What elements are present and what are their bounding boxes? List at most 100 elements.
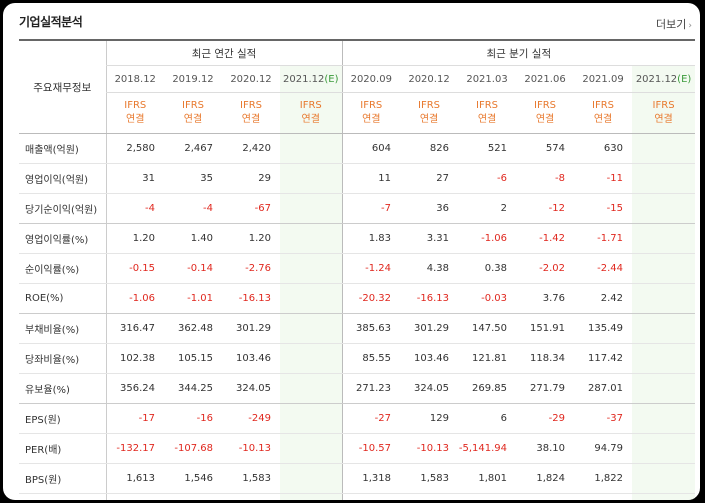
basis-header: IFRS 연결 xyxy=(400,92,459,134)
table-cell xyxy=(280,163,343,194)
basis-ifrs: IFRS xyxy=(476,100,499,111)
table-cell: -67 xyxy=(222,193,280,224)
table-cell xyxy=(280,373,343,404)
table-cell xyxy=(632,223,696,254)
basis-header: IFRS 연결 xyxy=(341,92,401,134)
basis-ifrs: IFRS xyxy=(418,100,441,111)
table-cell xyxy=(632,463,696,494)
table-cell: 135.49 xyxy=(574,313,633,344)
basis-header: IFRS 연결 xyxy=(222,92,280,134)
table-row: 영업이익(억원) 31 35 29 11 27 -6 -8 -11 xyxy=(19,163,696,194)
table-cell xyxy=(280,493,343,500)
table-row: ROE(%) -1.06 -1.01 -16.13 -20.32 -16.13 -0.03 3… xyxy=(19,283,696,314)
basis-header: IFRS 연결 xyxy=(458,92,517,134)
table-cell: -107.68 xyxy=(164,433,222,464)
table-cell: 1,583 xyxy=(400,463,459,494)
period-row: 2018.12 2019.12 2020.12 2021.12(E) 2020.09 20… xyxy=(19,65,696,93)
table-cell: 385.63 xyxy=(341,313,401,344)
table-cell: 147.50 xyxy=(458,313,517,344)
table-cell: 2,580 xyxy=(105,133,164,164)
period-header: 2020.09 xyxy=(341,65,401,93)
table-cell xyxy=(280,343,343,374)
table-cell: 2.42 xyxy=(574,283,633,314)
basis-header: IFRS 연결 xyxy=(164,92,222,134)
table-cell: -1.24 xyxy=(341,253,401,284)
row-label: 영업이익(억원) xyxy=(19,163,106,194)
table-cell: 1.09 xyxy=(164,493,222,500)
table-cell: -2.44 xyxy=(574,253,633,284)
table-cell: 324.05 xyxy=(400,373,459,404)
row-label: 매출액(억원) xyxy=(19,133,106,164)
table-cell: 1,318 xyxy=(341,463,401,494)
table-cell: 6 xyxy=(458,403,517,434)
row-label: 당기순이익(억원) xyxy=(19,193,106,224)
table-cell: 301.29 xyxy=(400,313,459,344)
basis-ifrs: IFRS xyxy=(240,100,262,111)
table-cell: 1.20 xyxy=(105,223,164,254)
table-cell: -4 xyxy=(105,193,164,224)
table-cell: -132.17 xyxy=(105,433,164,464)
table-cell: 1.20 xyxy=(222,223,280,254)
table-cell xyxy=(280,433,343,464)
period-label: 2018.12 xyxy=(114,73,156,85)
row-label: 영업이익률(%) xyxy=(19,223,106,254)
table-cell: 11 xyxy=(341,163,401,194)
period-header: 2021.06 xyxy=(516,65,575,93)
header-group-row: 주요재무정보 최근 연간 실적 최근 분기 실적 xyxy=(19,39,696,134)
table-cell: -15 xyxy=(574,193,633,224)
table-cell: 269.85 xyxy=(458,373,517,404)
table-cell: -1.06 xyxy=(105,283,164,314)
basis-header: IFRS 연결 xyxy=(105,92,164,134)
table-cell xyxy=(632,283,696,314)
period-header: 2018.12 xyxy=(105,65,164,93)
basis-row: IFRS 연결 IFRS 연결 IFRS 연결 IFRS 연결 IFRS 연결 IFRS 연결 IFRS… xyxy=(19,92,696,134)
period-header: 2019.12 xyxy=(164,65,222,93)
basis-consolidated: 연결 xyxy=(593,114,613,125)
table-cell: 1.40 xyxy=(164,223,222,254)
period-label: 2020.12 xyxy=(408,73,450,85)
table-cell: 574 xyxy=(516,133,575,164)
table-cell: 94.79 xyxy=(574,433,633,464)
table-cell: 521 xyxy=(458,133,517,164)
table-cell: 630 xyxy=(574,133,633,164)
table-row: 매출액(억원) 2,580 2,467 2,420 604 826 521 574 630 xyxy=(19,133,696,164)
table-cell xyxy=(280,463,343,494)
table-cell: 301.29 xyxy=(222,313,280,344)
more-label: 더보기 xyxy=(656,18,687,31)
row-label: PER(배) xyxy=(19,433,106,464)
period-label: 2020.12 xyxy=(230,73,272,85)
table-cell: 118.34 xyxy=(516,343,575,374)
chevron-right-icon: › xyxy=(688,21,692,31)
table-cell xyxy=(632,493,696,500)
table-cell: 2,420 xyxy=(222,133,280,164)
table-cell: 36 xyxy=(400,193,459,224)
table-cell: -12 xyxy=(516,193,575,224)
table-cell xyxy=(632,313,696,344)
period-header: 2020.12 xyxy=(222,65,280,93)
table-cell: 121.81 xyxy=(458,343,517,374)
basis-header: IFRS 연결 xyxy=(516,92,575,134)
table-row: 영업이익률(%) 1.20 1.40 1.20 1.83 3.31 -1.06 -1.42 -1… xyxy=(19,223,696,254)
row-label: 순이익률(%) xyxy=(19,253,106,284)
table-cell: -1.71 xyxy=(574,223,633,254)
basis-ifrs: IFRS xyxy=(360,100,383,111)
row-label: ROE(%) xyxy=(19,283,106,314)
more-link[interactable]: 더보기 › xyxy=(656,16,692,32)
period-header: 2021.12(E) xyxy=(280,65,343,93)
basis-ifrs: IFRS xyxy=(124,100,147,111)
row-label: PBR(배) xyxy=(19,493,106,500)
table-cell: -8 xyxy=(516,163,575,194)
table-cell: -4 xyxy=(164,193,222,224)
table-cell: 2 xyxy=(458,193,517,224)
basis-ifrs: IFRS xyxy=(592,100,615,111)
table-cell: 1,546 xyxy=(164,463,222,494)
basis-ifrs: IFRS xyxy=(182,100,204,111)
annual-group-header: 최근 연간 실적 xyxy=(105,39,343,66)
table-cell: -17 xyxy=(105,403,164,434)
table-cell: -2.76 xyxy=(222,253,280,284)
row-label: 당좌비율(%) xyxy=(19,343,106,374)
table-cell: 271.79 xyxy=(516,373,575,404)
estimate-mark: (E) xyxy=(677,73,692,85)
table-row: 부채비율(%) 316.47 362.48 301.29 385.63 301.29 147… xyxy=(19,313,696,344)
label-column-header: 주요재무정보 xyxy=(19,39,106,134)
